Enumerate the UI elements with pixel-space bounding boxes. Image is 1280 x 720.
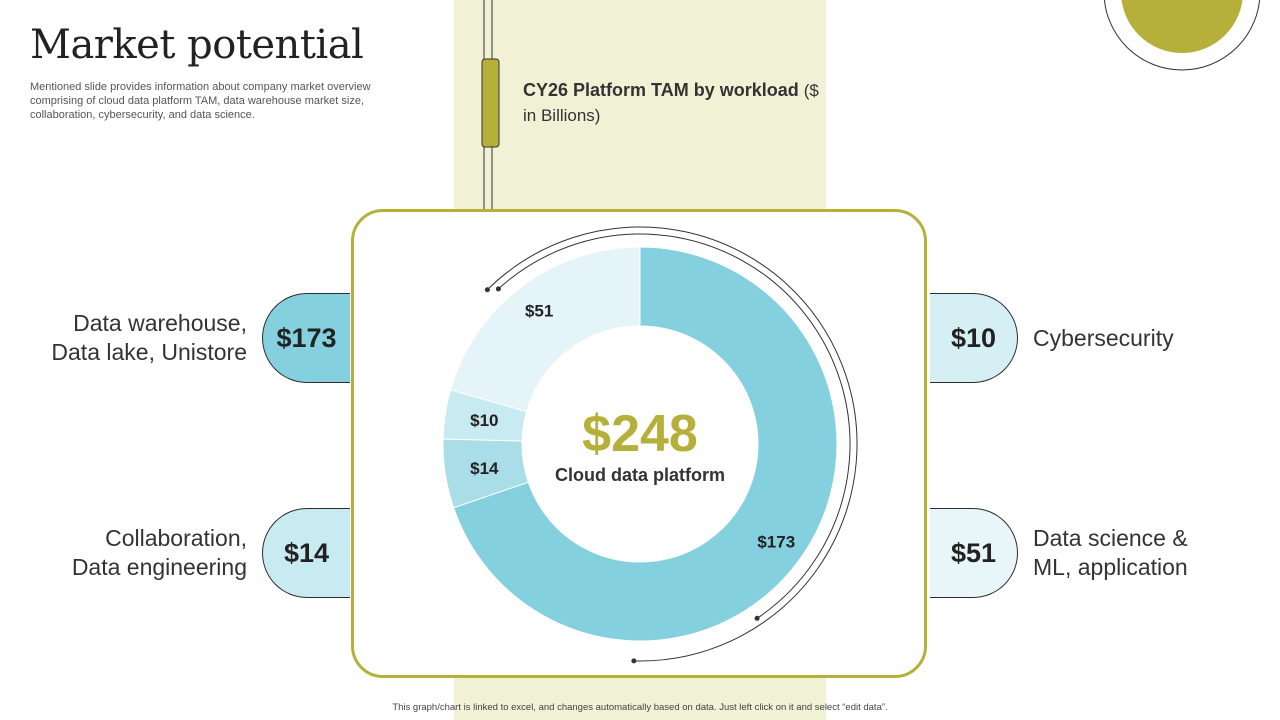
label-collaboration-line2: Data engineering [71,554,247,580]
footnote: This graph/chart is linked to excel, and… [392,702,888,713]
label-data-science-line2: ML, application [1033,554,1188,580]
label-data-warehouse-line2: Data lake, Unistore [51,339,247,365]
donut-slice-label-3: $10 [470,411,498,430]
donut-slice-label-2: $14 [470,459,499,478]
deco-ring [1103,0,1261,71]
label-collaboration: Collaboration, Data engineering [72,524,247,582]
connector-arc-2 [498,233,851,619]
deco-circle [1121,0,1243,53]
value-pill-data-science: $51 [930,508,1018,598]
donut-slice-label-1: $173 [757,532,795,551]
label-data-warehouse: Data warehouse, Data lake, Unistore [51,309,247,367]
label-data-science: Data science & ML, application [1033,524,1188,582]
label-cybersecurity-line1: Cybersecurity [1033,325,1174,351]
connector-dot [631,658,637,664]
connector-dot [754,615,760,621]
chart-title: CY26 Platform TAM by workload ($ in Bill… [523,78,823,128]
label-data-warehouse-line1: Data warehouse, [73,310,247,336]
connector-tab [481,58,500,148]
connector-arc-1 [487,226,858,662]
donut-slice-1 [452,246,838,642]
chart-title-unit: ($ in Billions) [523,81,819,125]
value-pill-cybersecurity: $10 [930,293,1018,383]
page-subtitle: Mentioned slide provides information abo… [30,81,371,121]
value-pill-data-warehouse: $173 [262,293,350,383]
page-title: Market potential [30,22,364,68]
center-total-value: $248 [582,405,698,463]
donut-slice-label-4: $51 [525,301,553,320]
value-pill-collaboration: $14 [262,508,350,598]
center-total-label: Cloud data platform [555,465,725,485]
label-collaboration-line1: Collaboration, [105,525,247,551]
connector-dot [495,286,501,292]
chart-title-bold: CY26 Platform TAM by workload [523,80,799,100]
connector-dot [484,287,490,293]
label-cybersecurity: Cybersecurity [1033,324,1174,353]
donut-slice-4 [449,246,641,413]
label-data-science-line1: Data science & [1033,525,1188,551]
